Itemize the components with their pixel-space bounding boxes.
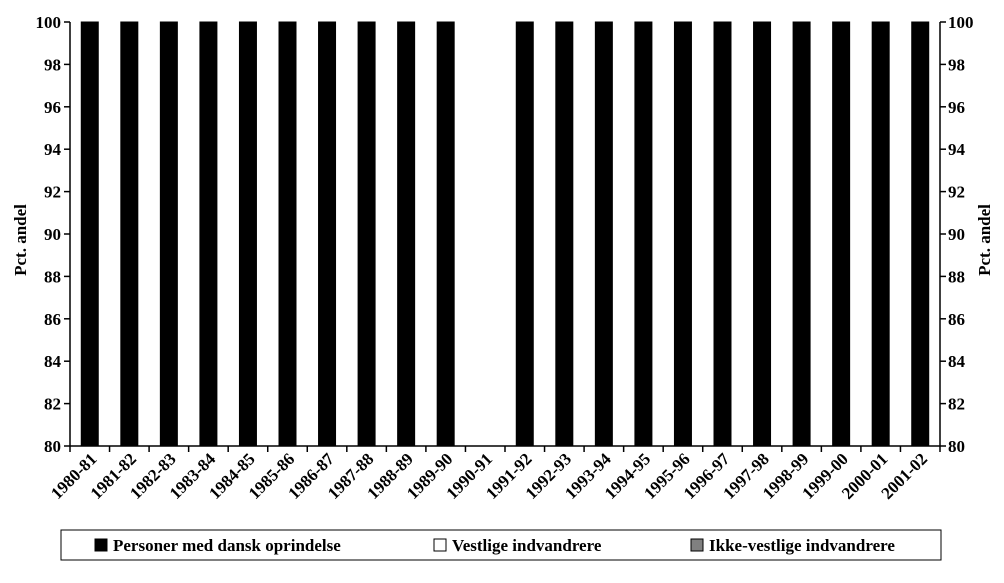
bar-segment-dansk [832,21,851,447]
bar-segment-dansk [199,21,218,447]
left-y-tick-label: 98 [44,55,61,74]
x-ticks: 1980-811981-821982-831983-841984-851985-… [47,446,941,503]
right-y-ticks: 80 82 84 86 88 90 92 94 96 98 100 [940,13,974,456]
right-y-tick-label: 82 [948,395,965,414]
bar-segment-dansk [753,21,772,447]
legend-swatch [690,538,704,552]
right-y-tick-label: 92 [948,183,965,202]
left-y-tick-label: 88 [44,267,61,286]
right-y-tick-label: 94 [948,140,966,159]
legend: Personer med dansk oprindelse Vestlige in… [60,529,942,561]
bar-segment-dansk [634,21,653,447]
bar-segment-dansk [436,21,455,447]
right-y-tick-label: 80 [948,437,965,456]
bar-segment-dansk [278,21,297,447]
legend-swatch [433,538,447,552]
bar-segment-dansk [594,21,613,447]
left-y-tick-label: 92 [44,183,61,202]
right-y-tick-label: 84 [948,352,966,371]
bar-segment-dansk [357,21,376,447]
bar-segment-dansk [238,21,257,447]
right-y-tick-label: 88 [948,267,965,286]
right-y-tick-label: 100 [948,13,974,32]
y-axis-title-left: Pct. andel [11,204,30,276]
bar-segment-dansk [515,21,534,447]
bar-segment-dansk [397,21,416,447]
bar-segment-dansk [871,21,890,447]
right-y-tick-label: 86 [948,310,965,329]
right-y-tick-label: 96 [948,98,965,117]
bar-segment-dansk [159,21,178,447]
left-y-tick-label: 94 [44,140,62,159]
right-y-tick-label: 98 [948,55,965,74]
bar-segment-dansk [792,21,811,447]
legend-label: Vestlige indvandrere [452,536,602,555]
bar-segment-dansk [555,21,574,447]
bar-segment-dansk [318,21,337,447]
legend-label: Personer med dansk oprindelse [113,536,341,555]
bar-segment-dansk [673,21,692,447]
bars-group [80,21,930,447]
left-y-tick-label: 80 [44,437,61,456]
legend-label: Ikke-vestlige indvandrere [709,536,895,555]
legend-swatch [94,538,108,552]
left-y-tick-label: 84 [44,352,62,371]
legend-box [60,529,942,561]
left-y-tick-label: 100 [36,13,62,32]
left-y-tick-label: 90 [44,225,61,244]
y-axis-title-right: Pct. andel [975,204,994,276]
bar-segment-dansk [911,21,930,447]
bar-segment-dansk [713,21,732,447]
left-y-tick-label: 86 [44,310,61,329]
left-y-tick-label: 96 [44,98,61,117]
left-y-tick-label: 82 [44,395,61,414]
left-y-ticks: 80 82 84 86 88 90 92 94 96 98 100 [36,13,70,456]
bar-segment-dansk [80,21,99,447]
bar-segment-dansk [120,21,139,447]
right-y-tick-label: 90 [948,225,965,244]
